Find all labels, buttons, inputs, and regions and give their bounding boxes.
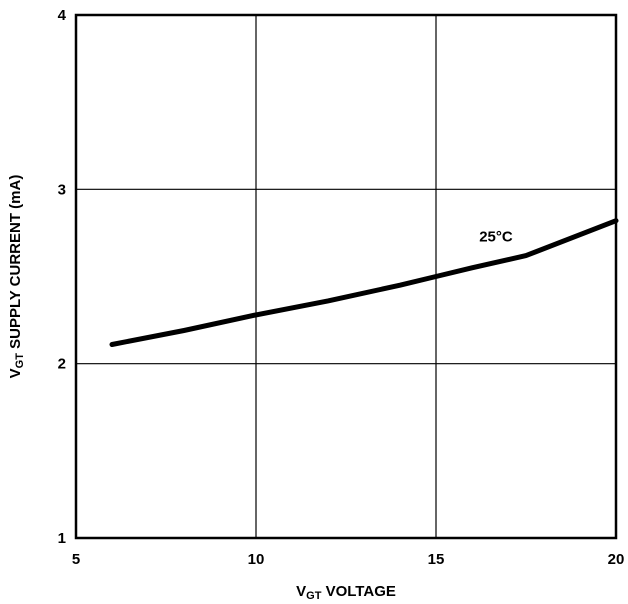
y-tick-label: 4 <box>58 7 67 24</box>
x-tick-label: 20 <box>608 551 625 568</box>
grid-lines <box>76 15 616 538</box>
x-axis-label-rest: VOLTAGE <box>321 583 395 600</box>
y-tick-label: 2 <box>58 356 66 373</box>
y-tick-label: 1 <box>58 530 66 547</box>
y-axis-label: VGT SUPPLY CURRENT (mA) <box>7 175 26 379</box>
tick-labels: 5 10 15 20 1 2 3 4 <box>58 7 625 568</box>
plot-frame <box>74 13 618 540</box>
x-tick-label: 10 <box>248 551 265 568</box>
y-axis-label-rest: SUPPLY CURRENT (mA) <box>7 175 24 353</box>
x-tick-label: 15 <box>428 551 445 568</box>
x-axis-label-sub: GT <box>306 590 322 602</box>
y-axis-label-sub: GT <box>14 353 26 369</box>
x-axis-label: VGT VOLTAGE <box>296 583 396 602</box>
x-axis-label-main: V <box>296 583 306 600</box>
y-axis-label-main: V <box>7 368 24 378</box>
x-tick-label: 5 <box>72 551 80 568</box>
series-line-25c <box>109 218 619 347</box>
y-tick-label: 3 <box>58 181 66 198</box>
annotation-25c: 25°C <box>479 229 513 246</box>
